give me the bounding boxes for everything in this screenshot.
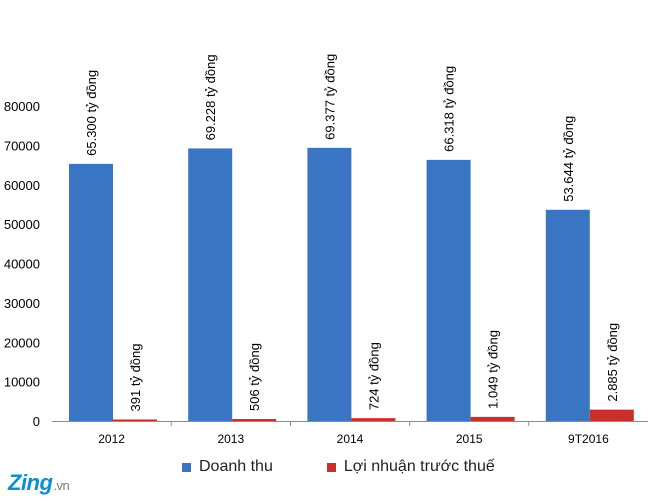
legend-item-profit: Lợi nhuận trước thuế <box>326 458 495 476</box>
bar-profit <box>232 419 277 421</box>
legend: Doanh thu Lợi nhuận trước thuế <box>182 458 495 476</box>
y-tick-label: 0 <box>33 414 40 429</box>
y-tick-label: 50000 <box>4 217 40 232</box>
x-tick-label: 9T2016 <box>568 432 609 446</box>
y-tick-label: 70000 <box>4 138 40 153</box>
y-tick-label: 20000 <box>4 335 40 350</box>
data-label-revenue: 66.318 tỷ đồng <box>442 66 457 152</box>
x-tick-label: 2012 <box>98 432 125 446</box>
data-label-revenue: 65.300 tỷ đồng <box>84 70 99 156</box>
x-tick-label: 2014 <box>337 432 364 446</box>
data-label-revenue: 69.228 tỷ đồng <box>203 54 218 140</box>
logo-brand: Zing <box>8 470 53 495</box>
y-tick-label: 10000 <box>4 375 40 390</box>
legend-swatch-profit <box>326 462 336 472</box>
x-tick-label: 2015 <box>456 432 483 446</box>
y-tick-label: 30000 <box>4 296 40 311</box>
bar-revenue <box>545 209 590 421</box>
y-tick-label: 60000 <box>4 178 40 193</box>
bar-revenue <box>426 159 471 422</box>
legend-label-profit: Lợi nhuận trước thuế <box>343 458 495 475</box>
legend-swatch-revenue <box>182 462 191 472</box>
data-label-profit: 1.049 tỷ đồng <box>486 330 501 409</box>
data-label-revenue: 53.644 tỷ đồng <box>561 116 576 202</box>
bar-profit <box>589 409 634 421</box>
legend-label-revenue: Doanh thu <box>199 458 273 475</box>
bar-revenue <box>188 148 233 422</box>
y-axis: 0 10000 20000 30000 40000 50000 60000 70000 8000… <box>4 99 40 429</box>
logo-suffix: .vn <box>53 478 70 493</box>
data-label-profit: 506 tỷ đồng <box>247 343 262 411</box>
data-label-revenue: 69.377 tỷ đồng <box>322 54 337 140</box>
legend-item-revenue: Doanh thu <box>182 458 273 476</box>
x-axis: 2012 2013 2014 2015 9T2016 <box>52 421 648 446</box>
x-tick-label: 2013 <box>217 432 244 446</box>
bar-profit <box>470 416 515 421</box>
bar-revenue <box>307 147 352 421</box>
data-label-profit: 391 tỷ đồng <box>128 344 143 412</box>
y-tick-label: 80000 <box>4 99 40 114</box>
bar-profit <box>351 418 396 421</box>
data-label-profit: 2.885 tỷ đồng <box>605 323 620 402</box>
bars <box>69 147 634 422</box>
data-label-profit: 724 tỷ đồng <box>366 342 381 410</box>
data-labels: 65.300 tỷ đồng 391 tỷ đồng 69.228 tỷ đồng 5… <box>84 54 620 412</box>
y-tick-label: 40000 <box>4 257 40 272</box>
bar-profit <box>113 419 157 421</box>
bar-revenue <box>69 163 113 421</box>
zing-logo: Zing.vn <box>8 470 70 496</box>
